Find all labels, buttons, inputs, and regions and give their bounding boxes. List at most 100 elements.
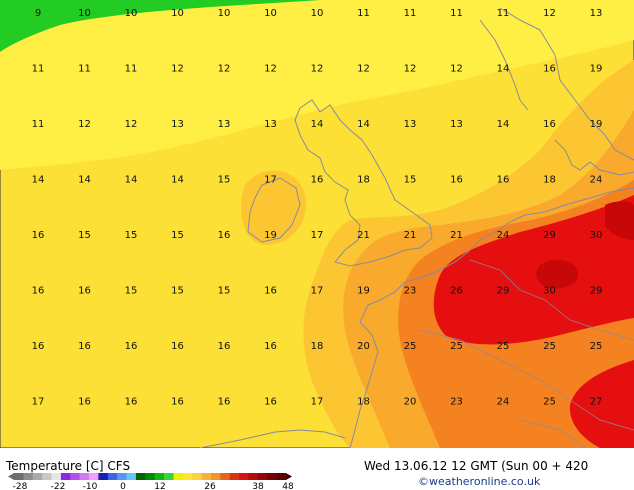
grid-value: 16 [32, 230, 45, 241]
grid-value: 24 [590, 175, 603, 186]
color-bar-tick: 12 [154, 482, 165, 490]
color-bar-swatch [154, 473, 165, 480]
grid-value: 14 [32, 175, 45, 186]
grid-value: 16 [218, 397, 231, 408]
grid-value: 9 [35, 8, 41, 19]
grid-value: 11 [357, 8, 370, 19]
grid-value: 17 [311, 397, 324, 408]
grid-value: 25 [404, 341, 417, 352]
color-bar-swatch [220, 473, 231, 480]
grid-value: 17 [311, 230, 324, 241]
grid-value: 16 [543, 64, 556, 75]
field-darkred-2 [605, 201, 634, 240]
grid-value: 12 [171, 64, 184, 75]
grid-value: 10 [125, 8, 138, 19]
color-bar-swatch [79, 473, 90, 480]
grid-value: 19 [264, 230, 277, 241]
grid-value: 16 [171, 397, 184, 408]
field-cool-north [0, 0, 634, 170]
credit-link[interactable]: ©weatheronline.co.uk [418, 475, 541, 488]
grid-value: 21 [450, 230, 463, 241]
color-bar-swatch [173, 473, 184, 480]
color-bar-swatch [164, 473, 174, 480]
grid-value: 11 [32, 64, 45, 75]
grid-value: 20 [357, 341, 370, 352]
color-bar-swatch [117, 473, 127, 480]
grid-value: 16 [125, 341, 138, 352]
grid-value: 12 [264, 64, 277, 75]
color-bar-swatch [145, 473, 155, 480]
field-cold-corner [0, 0, 320, 52]
grid-value: 10 [218, 8, 231, 19]
grid-value: 10 [78, 8, 91, 19]
grid-value: 13 [404, 119, 417, 130]
grid-value: 12 [543, 8, 556, 19]
grid-value: 16 [32, 286, 45, 297]
color-bar-tick: 26 [204, 482, 216, 490]
grid-value: 15 [218, 175, 231, 186]
legend-footer: Temperature [C] CFS -28 -22 -10 0 12 26 38 48 W… [0, 448, 634, 490]
color-bar-arrow [286, 473, 292, 480]
grid-value: 16 [264, 286, 277, 297]
grid-value: 14 [171, 175, 184, 186]
color-bar-swatch [229, 473, 240, 480]
grid-value: 29 [543, 230, 556, 241]
grid-value: 16 [171, 341, 184, 352]
color-bar-swatch [89, 473, 99, 480]
grid-value: 11 [497, 8, 510, 19]
color-bar-swatch [192, 473, 202, 480]
color-bar-swatch [60, 473, 71, 480]
grid-value: 13 [264, 119, 277, 130]
grid-value: 14 [497, 119, 510, 130]
grid-value: 14 [311, 119, 324, 130]
coastlines [199, 7, 634, 448]
color-bar-tick: 0 [120, 482, 126, 490]
color-bar-swatch [98, 473, 109, 480]
grid-value: 25 [543, 397, 556, 408]
grid-value: 25 [450, 341, 463, 352]
grid-value: 26 [450, 286, 463, 297]
color-bar-tick: -28 [13, 482, 28, 490]
color-bar [8, 473, 292, 480]
grid-value: 27 [590, 397, 603, 408]
field-red [433, 195, 634, 345]
color-bar-swatch [276, 473, 287, 480]
grid-value: 21 [404, 230, 417, 241]
color-bar-ticks: -28 -22 -10 0 12 26 38 48 [13, 482, 294, 490]
color-bar-swatch [257, 473, 268, 480]
grid-value: 16 [450, 175, 463, 186]
grid-value: 18 [357, 175, 370, 186]
grid-value: 24 [497, 397, 510, 408]
grid-value: 15 [78, 230, 91, 241]
grid-value: 29 [590, 286, 603, 297]
grid-value: 14 [125, 175, 138, 186]
grid-value: 12 [357, 64, 370, 75]
color-bar-swatch [267, 473, 277, 480]
temperature-grid-labels: 9 10 10 10 10 10 10 11 11 11 11 12 13 11 11 11 12 12 12 12 1… [32, 8, 603, 408]
field-red-south [569, 360, 634, 448]
field-darkred [536, 259, 579, 289]
color-bar-swatch [201, 473, 212, 480]
grid-value: 16 [311, 175, 324, 186]
grid-value: 16 [218, 341, 231, 352]
grid-value: 11 [78, 64, 91, 75]
grid-value: 16 [78, 397, 91, 408]
grid-value: 10 [171, 8, 184, 19]
grid-value: 16 [218, 230, 231, 241]
grid-value: 12 [218, 64, 231, 75]
color-bar-swatch [23, 473, 34, 480]
grid-value: 23 [450, 397, 463, 408]
grid-value: 21 [357, 230, 370, 241]
grid-value: 25 [543, 341, 556, 352]
grid-value: 13 [171, 119, 184, 130]
color-bar-swatch [210, 473, 221, 480]
grid-value: 15 [125, 230, 138, 241]
grid-value: 15 [171, 230, 184, 241]
grid-value: 16 [78, 286, 91, 297]
grid-value: 16 [78, 341, 91, 352]
grid-value: 30 [590, 230, 603, 241]
grid-value: 15 [404, 175, 417, 186]
grid-value: 12 [404, 64, 417, 75]
grid-value: 11 [32, 119, 45, 130]
grid-value: 16 [125, 397, 138, 408]
